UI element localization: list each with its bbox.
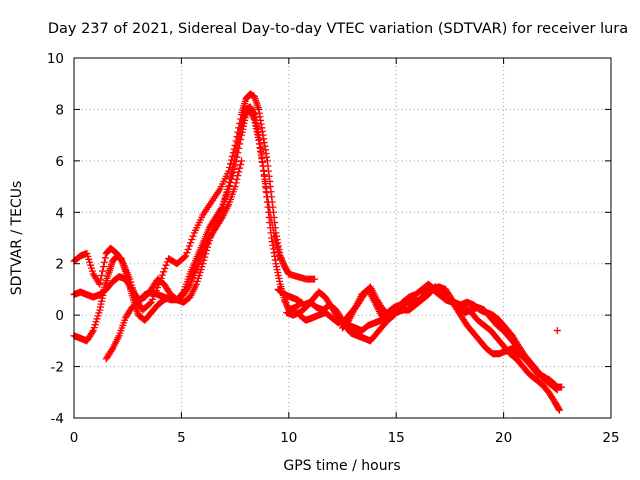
plot-frame	[73, 57, 612, 419]
data-point	[233, 153, 241, 161]
data-point	[235, 168, 243, 176]
data-point	[236, 140, 244, 148]
x-tick-label: 15	[388, 430, 405, 446]
data-point	[272, 236, 280, 244]
data-point	[162, 261, 170, 269]
x-tick-label: 5	[177, 430, 186, 446]
y-tick-label: 0	[55, 308, 64, 324]
data-point	[98, 271, 106, 279]
data-point	[273, 240, 281, 248]
y-tick-label: 4	[55, 205, 64, 221]
data-point	[270, 229, 278, 237]
data-point	[199, 260, 207, 268]
y-tick-label: 2	[55, 257, 64, 273]
x-tick-label: 10	[280, 430, 297, 446]
data-point	[232, 158, 240, 166]
x-axis-ticks: 0 5 10 15 20 25	[70, 58, 620, 446]
data-point	[238, 157, 246, 165]
x-tick-label: 25	[602, 430, 619, 446]
data-point	[230, 165, 238, 173]
y-tick-label: 10	[47, 51, 64, 67]
y-axis-label: SDTVAR / TECUs	[9, 181, 25, 296]
data-point	[237, 136, 245, 144]
data-point	[274, 247, 282, 255]
chart-title: Day 237 of 2021, Sidereal Day-to-day VTE…	[48, 21, 628, 37]
data-point	[183, 249, 191, 257]
y-tick-label: -2	[51, 360, 64, 376]
data-point	[271, 233, 279, 241]
data-point	[161, 264, 169, 272]
data-point	[185, 282, 193, 290]
data-point	[158, 271, 166, 279]
data-point	[189, 232, 197, 240]
data-point	[97, 276, 105, 284]
data-point	[276, 255, 284, 263]
data-point	[234, 172, 242, 180]
data-point	[311, 275, 319, 283]
data-point	[100, 258, 108, 266]
data-point	[268, 219, 276, 227]
data-point	[232, 179, 240, 187]
data-point	[266, 208, 274, 216]
data-point	[188, 235, 196, 243]
series-track-h	[339, 283, 559, 389]
data-point	[267, 213, 275, 221]
data-point	[551, 381, 559, 389]
data-point	[184, 245, 192, 253]
series-track-d	[102, 157, 246, 363]
data-point	[558, 383, 566, 391]
data-point	[552, 385, 560, 393]
data-point	[273, 244, 281, 252]
data-point	[226, 182, 234, 190]
data-point	[234, 149, 242, 157]
data-points	[70, 90, 566, 414]
data-point	[235, 144, 243, 152]
x-axis-label: GPS time / hours	[283, 458, 400, 474]
data-point	[236, 164, 244, 172]
data-point	[265, 203, 273, 211]
data-point	[99, 263, 107, 271]
data-point	[229, 169, 237, 177]
data-point	[233, 175, 241, 183]
data-point	[160, 268, 168, 276]
y-axis-ticks: -4 -2 0 2 4 6 8 10	[47, 51, 611, 427]
series-track-c	[70, 105, 284, 345]
data-point	[553, 327, 561, 335]
data-point	[96, 280, 104, 288]
data-point	[180, 253, 188, 261]
x-tick-label: 20	[495, 430, 512, 446]
data-point	[146, 299, 154, 307]
grid-lines	[74, 58, 611, 418]
y-tick-label: 8	[55, 102, 64, 118]
data-point	[555, 406, 563, 414]
data-point	[550, 380, 558, 388]
data-point	[553, 386, 561, 394]
data-point	[269, 224, 277, 232]
data-point	[237, 161, 245, 169]
data-point	[231, 183, 239, 191]
data-point	[99, 267, 107, 275]
data-point	[185, 242, 193, 250]
data-point	[231, 162, 239, 170]
y-tick-label: -4	[51, 411, 64, 427]
data-point	[182, 252, 190, 260]
data-point	[101, 254, 109, 262]
data-point	[88, 328, 96, 336]
data-point	[275, 251, 283, 259]
x-tick-label: 0	[70, 430, 79, 446]
data-point	[187, 239, 195, 247]
series-isolated	[553, 327, 561, 335]
data-point	[263, 193, 271, 201]
data-point	[264, 198, 272, 206]
y-tick-label: 6	[55, 154, 64, 170]
